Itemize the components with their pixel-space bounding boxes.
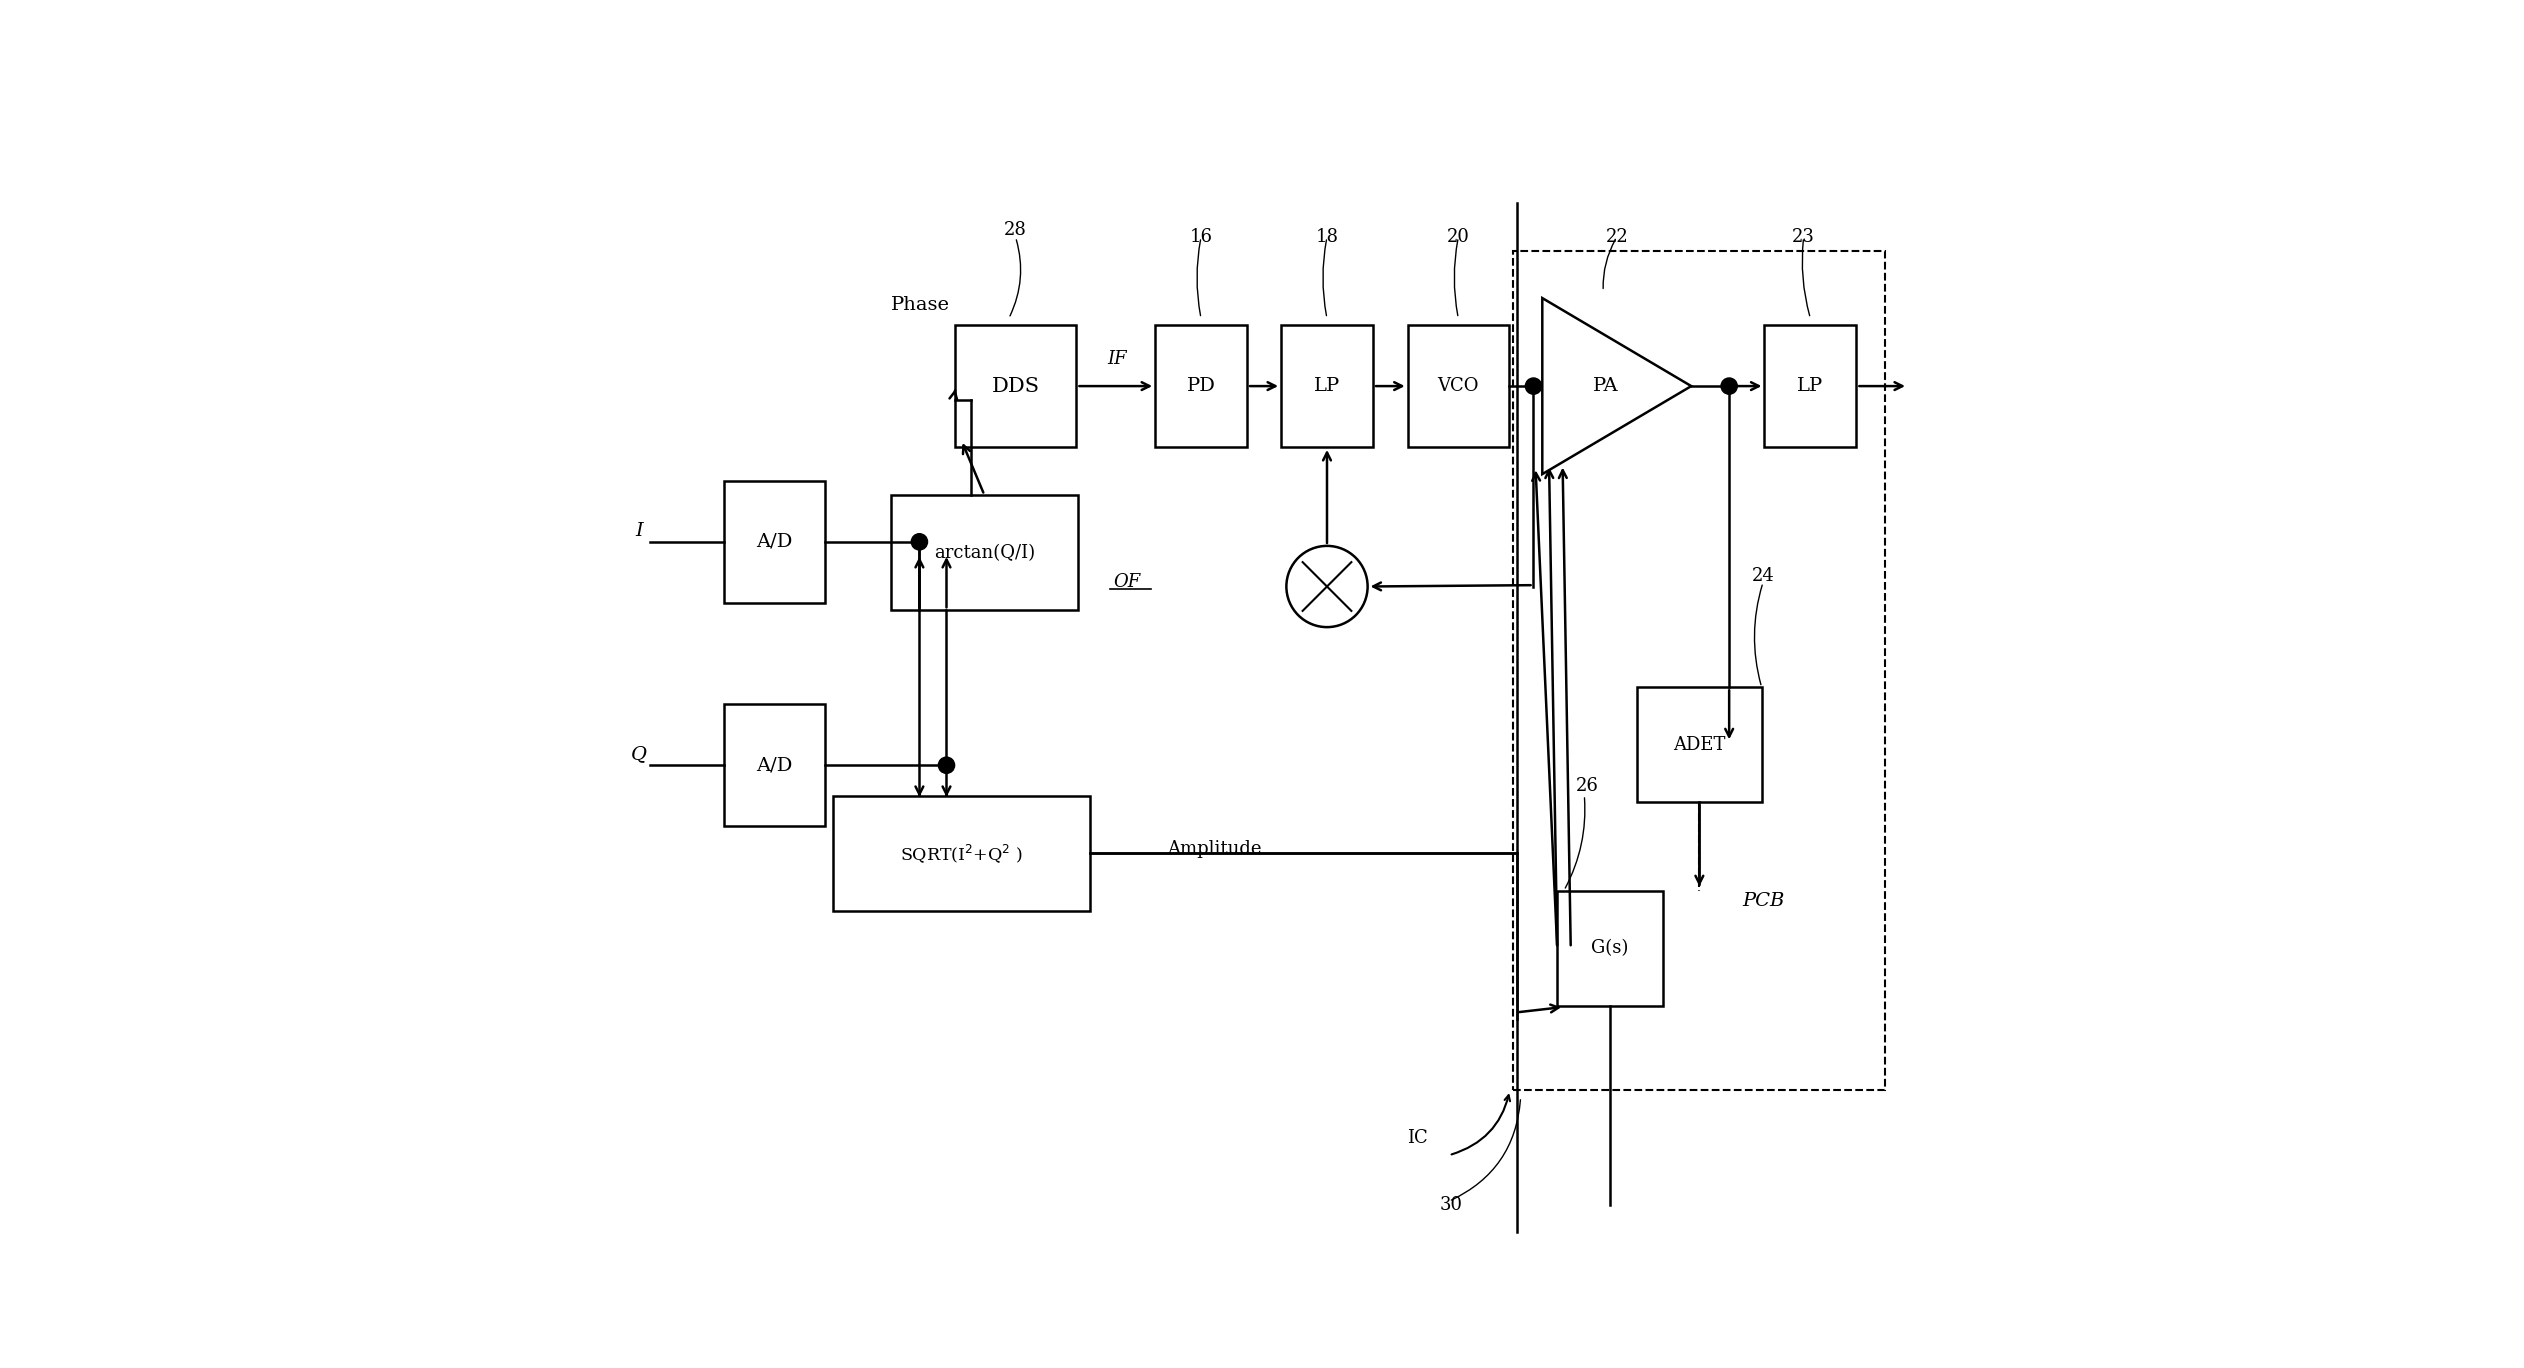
Text: LP: LP xyxy=(1797,378,1822,395)
Text: 20: 20 xyxy=(1446,228,1469,246)
Text: PA: PA xyxy=(1593,378,1618,395)
Text: VCO: VCO xyxy=(1439,378,1479,395)
Text: Q: Q xyxy=(631,746,646,763)
Text: 23: 23 xyxy=(1792,228,1815,246)
FancyBboxPatch shape xyxy=(1408,326,1509,447)
Text: PD: PD xyxy=(1186,378,1217,395)
Text: LP: LP xyxy=(1315,378,1340,395)
FancyBboxPatch shape xyxy=(954,326,1078,447)
Text: arctan(Q/I): arctan(Q/I) xyxy=(934,543,1035,562)
FancyBboxPatch shape xyxy=(1638,687,1762,803)
Circle shape xyxy=(1524,378,1542,394)
FancyBboxPatch shape xyxy=(891,495,1078,610)
Circle shape xyxy=(939,757,954,773)
FancyBboxPatch shape xyxy=(1764,326,1858,447)
Text: OF: OF xyxy=(1113,573,1141,591)
Text: A/D: A/D xyxy=(757,532,793,551)
Polygon shape xyxy=(1542,298,1691,475)
FancyBboxPatch shape xyxy=(833,796,1090,911)
Text: Amplitude: Amplitude xyxy=(1166,840,1262,858)
Text: 24: 24 xyxy=(1752,566,1774,584)
Text: 26: 26 xyxy=(1575,777,1598,795)
Text: 18: 18 xyxy=(1315,228,1338,246)
Circle shape xyxy=(1721,378,1737,394)
FancyBboxPatch shape xyxy=(1156,326,1247,447)
Circle shape xyxy=(911,534,926,550)
Text: 30: 30 xyxy=(1441,1197,1464,1215)
FancyBboxPatch shape xyxy=(724,705,825,826)
Text: G(s): G(s) xyxy=(1590,938,1628,958)
Text: 28: 28 xyxy=(1005,222,1027,239)
Text: A/D: A/D xyxy=(757,757,793,774)
Text: PCB: PCB xyxy=(1742,892,1784,910)
Circle shape xyxy=(1287,546,1368,627)
Text: IC: IC xyxy=(1408,1129,1429,1146)
FancyBboxPatch shape xyxy=(724,482,825,603)
Text: DDS: DDS xyxy=(992,376,1040,395)
Text: 22: 22 xyxy=(1605,228,1628,246)
Text: Phase: Phase xyxy=(891,295,949,313)
Text: SQRT(I$^2$+Q$^2$ ): SQRT(I$^2$+Q$^2$ ) xyxy=(901,841,1022,865)
Text: 16: 16 xyxy=(1189,228,1212,246)
FancyBboxPatch shape xyxy=(1282,326,1373,447)
Text: IF: IF xyxy=(1108,350,1126,368)
FancyBboxPatch shape xyxy=(1557,891,1663,1005)
Text: I: I xyxy=(636,523,644,540)
Text: ADET: ADET xyxy=(1673,736,1726,754)
